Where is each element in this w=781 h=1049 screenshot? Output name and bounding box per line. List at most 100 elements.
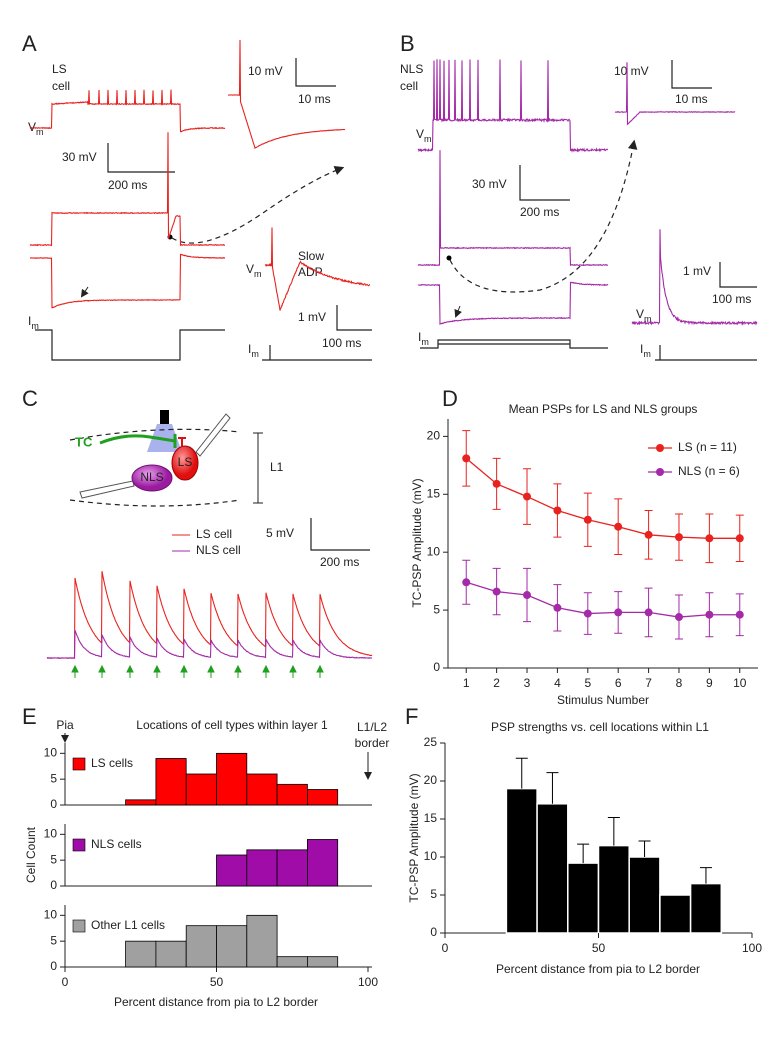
scale-label: 1 mV <box>298 310 326 324</box>
trace <box>47 571 373 659</box>
vm-label: Vm <box>28 120 44 137</box>
trace <box>264 227 371 311</box>
bar <box>216 854 248 887</box>
scale-label: 200 ms <box>320 555 359 569</box>
x-tick-label: 3 <box>524 676 531 690</box>
scale-bar <box>295 58 336 87</box>
trace <box>614 62 736 126</box>
panel-c: L1 TC LS NLS LS cell NLS cell 5 mV 200 m… <box>46 410 373 678</box>
cell-label: NLS <box>140 470 163 484</box>
bar <box>306 956 339 968</box>
scale-label: 200 ms <box>520 205 559 219</box>
y-tick-label: 5 <box>50 933 57 947</box>
bar <box>505 787 538 934</box>
trace <box>29 89 226 133</box>
im-label: Im <box>640 342 651 359</box>
y-tick-label: 5 <box>430 887 437 901</box>
y-tick-label: 5 <box>433 602 440 616</box>
light-source <box>160 410 169 424</box>
bar <box>125 940 157 968</box>
y-tick-label: 10 <box>424 849 438 863</box>
panel-label: C <box>22 386 38 411</box>
point <box>735 610 744 619</box>
scale-bar <box>107 143 175 173</box>
y-tick-label: 10 <box>44 908 58 922</box>
chart-title: Locations of cell types within layer 1 <box>136 718 328 732</box>
point <box>644 530 653 539</box>
trace <box>631 229 758 326</box>
stimulus-arrow <box>289 664 297 678</box>
series-line <box>465 457 740 539</box>
point <box>644 608 653 617</box>
trace <box>417 59 609 153</box>
annotation: L1/L2 <box>357 720 387 734</box>
x-tick-label: 0 <box>62 975 69 989</box>
legend-label: NLS (n = 6) <box>678 464 740 478</box>
panel-label: B <box>400 31 415 56</box>
stimulus-arrow <box>234 664 242 678</box>
y-tick-label: 15 <box>427 486 441 500</box>
arrow <box>454 305 462 318</box>
point <box>553 506 562 515</box>
current-step <box>262 345 372 361</box>
annotation: ADP <box>298 265 323 279</box>
x-tick-label: 2 <box>493 676 500 690</box>
x-tick-label: 6 <box>615 676 622 690</box>
x-tick-label: 0 <box>442 941 449 955</box>
point <box>583 609 592 618</box>
y-axis-label: TC-PSP Amplitude (mV) <box>407 773 421 902</box>
error-bar <box>638 840 651 857</box>
y-tick-label: 0 <box>50 878 57 892</box>
y-tick-label: 0 <box>433 660 440 674</box>
point <box>462 578 471 587</box>
bar <box>185 773 217 806</box>
error-bar <box>515 757 528 789</box>
arrow <box>449 139 638 293</box>
x-tick-label: 100 <box>358 975 378 989</box>
y-tick-label: 15 <box>424 811 438 825</box>
layer-border <box>69 499 241 507</box>
vm-label: Vm <box>246 262 262 279</box>
vm-label: Vm <box>416 127 432 144</box>
panel-b: NLS cell Vm Im 30 mV 200 ms 10 mV 10 ms … <box>400 59 758 361</box>
panel-label: E <box>22 704 37 729</box>
bar <box>628 856 661 934</box>
scale-label: 100 ms <box>322 336 361 350</box>
pipette <box>79 480 135 499</box>
trace <box>30 253 226 309</box>
trace <box>227 39 346 150</box>
annotation: border <box>355 736 390 750</box>
point <box>583 515 592 524</box>
scale-bar <box>719 262 757 288</box>
im-label: Im <box>248 342 259 359</box>
stimulus-arrow <box>126 664 134 678</box>
annotation: Pia <box>56 718 74 732</box>
scale-label: 5 mV <box>266 526 294 540</box>
trace <box>417 150 609 267</box>
x-tick-label: 1 <box>463 676 470 690</box>
x-tick-label: 9 <box>706 676 713 690</box>
point <box>553 603 562 612</box>
series-line <box>466 581 740 618</box>
scale-bar <box>671 60 712 89</box>
tc-label: TC <box>75 434 93 449</box>
scale-label: 10 ms <box>298 92 331 106</box>
stimulus-arrow <box>207 664 215 678</box>
point <box>674 613 683 622</box>
im-label: Im <box>28 314 39 331</box>
nls-cell <box>131 464 173 492</box>
bar <box>306 839 339 887</box>
legend-label: NLS cell <box>196 543 241 557</box>
bar <box>306 789 339 806</box>
y-tick-label: 0 <box>430 925 437 939</box>
vm-label: Vm <box>636 307 652 324</box>
scale-label: 30 mV <box>472 177 507 191</box>
point <box>462 454 471 463</box>
point <box>705 610 714 619</box>
bar <box>125 799 157 806</box>
legend-swatch <box>72 757 86 771</box>
point <box>674 533 683 542</box>
y-tick-label: 10 <box>44 746 58 760</box>
y-tick-label: 0 <box>50 797 57 811</box>
scale-bar <box>310 518 370 551</box>
